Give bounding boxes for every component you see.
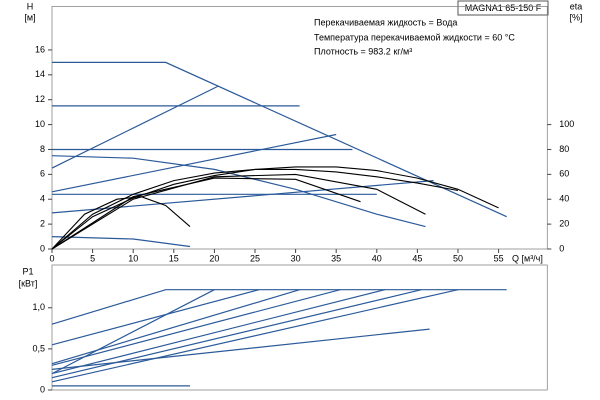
chart-title: MAGNA1 65-150 F [465, 3, 542, 13]
y-unit: [м] [24, 12, 35, 22]
curve [51, 289, 422, 379]
x-tick-label: 20 [209, 253, 219, 263]
curve [51, 177, 361, 250]
y2-label: eta [570, 1, 583, 11]
curve [51, 289, 459, 383]
curve [51, 168, 459, 250]
x-tick-label: 45 [412, 253, 422, 263]
y2-tick-label: 20 [559, 218, 569, 228]
y2-tick-label: 80 [559, 144, 569, 154]
x-tick-label: 50 [453, 253, 463, 263]
y-unit: [кВт] [19, 278, 38, 288]
title-box [457, 0, 549, 16]
plot-frame [51, 6, 548, 250]
x-tick-label: 40 [372, 253, 382, 263]
x-tick-label: 30 [291, 253, 301, 263]
y-tick-label: 16 [35, 44, 45, 54]
y-tick-label: 4 [40, 194, 45, 204]
y2-unit: [%] [569, 12, 582, 22]
curve [51, 173, 426, 250]
y-tick-label: 0 [40, 243, 45, 253]
annotation: Температура перекачиваемой жидкости = 60… [314, 32, 515, 42]
curve [52, 61, 507, 218]
x-tick-label: 35 [331, 253, 341, 263]
x-tick-label: 55 [494, 253, 504, 263]
y2-tick-label: 100 [559, 119, 574, 129]
curve [51, 133, 337, 193]
curve [51, 155, 426, 228]
x-label: Q [м³/ч] [512, 253, 543, 263]
y-tick-label: 6 [40, 169, 45, 179]
curve [51, 328, 430, 370]
curve [51, 289, 386, 375]
curve [51, 289, 507, 325]
x-tick-label: 10 [128, 253, 138, 263]
curve [51, 289, 215, 375]
y-tick-label: 8 [40, 144, 45, 154]
y-tick-label: 12 [35, 94, 45, 104]
annotation: Плотность = 983.2 кг/м³ [314, 46, 412, 56]
y2-tick-label: 60 [559, 169, 569, 179]
y2-tick-label: 0 [559, 243, 564, 253]
plot-frame [51, 264, 548, 391]
y-tick-label: 0 [40, 384, 45, 394]
y-tick-label: 14 [35, 69, 45, 79]
x-tick-label: 0 [49, 253, 54, 263]
curve [51, 85, 219, 169]
y-label: H [27, 1, 34, 11]
curve [51, 289, 260, 346]
x-tick-label: 25 [250, 253, 260, 263]
y-tick-label: 1,0 [32, 302, 45, 312]
curve [51, 180, 434, 214]
annotation: Перекачиваемая жидкость = Вода [314, 17, 457, 27]
x-tick-label: 5 [90, 253, 95, 263]
y-label: P1 [22, 266, 33, 276]
y2-tick-label: 40 [559, 194, 569, 204]
curve [51, 289, 300, 365]
y-tick-label: 10 [35, 119, 45, 129]
y-tick-label: 0,5 [32, 343, 45, 353]
curve [51, 289, 341, 366]
y-tick-label: 2 [40, 218, 45, 228]
curve [51, 236, 191, 248]
curve [51, 196, 191, 250]
x-tick-label: 15 [169, 253, 179, 263]
